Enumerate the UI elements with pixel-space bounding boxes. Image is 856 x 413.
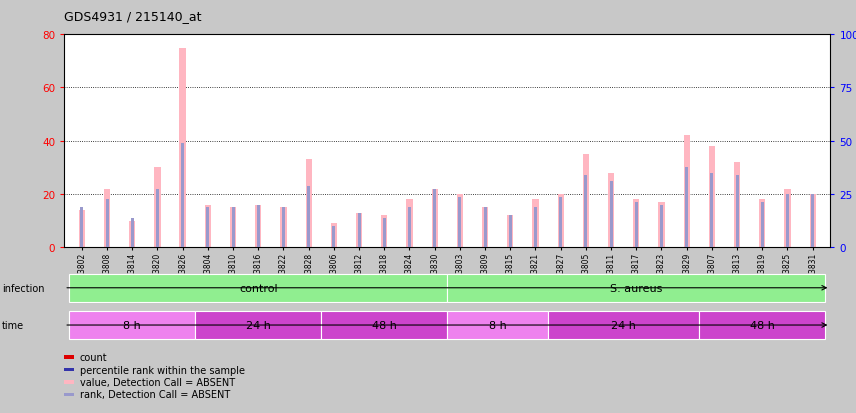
Bar (358, 213, 360, 248)
Bar (181, 144, 184, 248)
Bar (255, 205, 261, 248)
Text: GDS4931 / 215140_at: GDS4931 / 215140_at (64, 10, 202, 23)
Bar (699, 311, 825, 339)
Bar (557, 195, 564, 248)
Bar (230, 208, 236, 248)
Bar (735, 176, 739, 248)
Bar (154, 168, 161, 248)
Bar (734, 163, 740, 248)
Bar (548, 311, 699, 339)
Bar (685, 168, 688, 248)
Bar (447, 311, 548, 339)
Bar (635, 203, 638, 248)
Bar (282, 208, 285, 248)
Bar (786, 195, 789, 248)
Text: percentile rank within the sample: percentile rank within the sample (80, 365, 245, 375)
Bar (608, 173, 615, 248)
Bar (383, 218, 386, 248)
Text: count: count (80, 352, 107, 362)
Bar (658, 203, 664, 248)
Bar (257, 205, 259, 248)
Bar (307, 187, 310, 248)
Bar (206, 208, 210, 248)
Text: rank, Detection Call = ABSENT: rank, Detection Call = ABSENT (80, 389, 230, 399)
Bar (69, 311, 195, 339)
Bar (205, 205, 211, 248)
Bar (709, 147, 715, 248)
Bar (332, 226, 336, 248)
Bar (609, 181, 613, 248)
Bar (408, 208, 411, 248)
Bar (660, 205, 663, 248)
Text: 48 h: 48 h (372, 320, 396, 330)
Bar (80, 208, 83, 248)
Bar (633, 200, 639, 248)
Bar (104, 189, 110, 248)
Bar (810, 195, 816, 248)
Bar (433, 189, 437, 248)
Bar (129, 221, 135, 248)
Text: control: control (239, 283, 277, 293)
Bar (431, 189, 437, 248)
Bar (79, 211, 85, 248)
Text: value, Detection Call = ABSENT: value, Detection Call = ABSENT (80, 377, 235, 387)
Bar (761, 203, 764, 248)
Bar (484, 208, 486, 248)
Text: 48 h: 48 h (750, 320, 775, 330)
Bar (195, 311, 321, 339)
Bar (508, 216, 512, 248)
Text: 24 h: 24 h (246, 320, 270, 330)
Bar (231, 208, 235, 248)
Bar (321, 311, 447, 339)
Bar (534, 208, 537, 248)
Text: 8 h: 8 h (123, 320, 141, 330)
Bar (156, 189, 159, 248)
Bar (585, 176, 587, 248)
Bar (457, 195, 463, 248)
Text: time: time (2, 320, 24, 330)
Text: 8 h: 8 h (489, 320, 507, 330)
Bar (131, 218, 134, 248)
Bar (381, 216, 388, 248)
Bar (280, 208, 287, 248)
Bar (447, 274, 825, 302)
Bar (105, 200, 109, 248)
Bar (559, 197, 562, 248)
Bar (532, 200, 538, 248)
Bar (811, 195, 814, 248)
Bar (69, 274, 447, 302)
Bar (710, 173, 713, 248)
Bar (330, 224, 337, 248)
Text: infection: infection (2, 283, 45, 293)
Bar (356, 213, 362, 248)
Bar (684, 136, 690, 248)
Bar (784, 189, 791, 248)
Bar (759, 200, 765, 248)
Bar (180, 48, 186, 248)
Bar (507, 216, 514, 248)
Bar (583, 155, 589, 248)
Text: 24 h: 24 h (611, 320, 636, 330)
Bar (482, 208, 488, 248)
Bar (458, 197, 461, 248)
Text: S. aureus: S. aureus (610, 283, 663, 293)
Bar (407, 200, 413, 248)
Bar (306, 160, 312, 248)
